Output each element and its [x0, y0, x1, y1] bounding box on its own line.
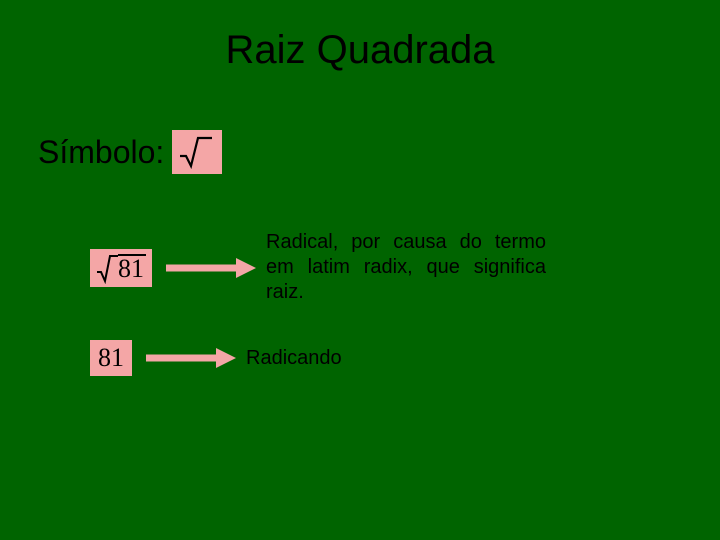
sqrt-81-box: 81 — [90, 249, 152, 287]
arrow-icon — [146, 346, 236, 370]
radicando-row: 81 Radicando — [90, 340, 342, 376]
radical-icon — [96, 252, 118, 284]
number-81-box: 81 — [90, 340, 132, 376]
symbol-label: Símbolo: — [38, 134, 164, 171]
symbol-row: Símbolo: — [38, 130, 222, 174]
arrow-icon — [166, 256, 256, 280]
radicando-description: Radicando — [246, 347, 342, 370]
page-title: Raiz Quadrada — [0, 28, 720, 73]
radicand-81: 81 — [118, 254, 146, 282]
sqrt-symbol-box — [172, 130, 222, 174]
radical-icon — [178, 134, 214, 170]
radical-description: Radical, por causa do termo em latim rad… — [266, 230, 546, 305]
radical-row: 81 Radical, por causa do termo em latim … — [90, 230, 546, 305]
